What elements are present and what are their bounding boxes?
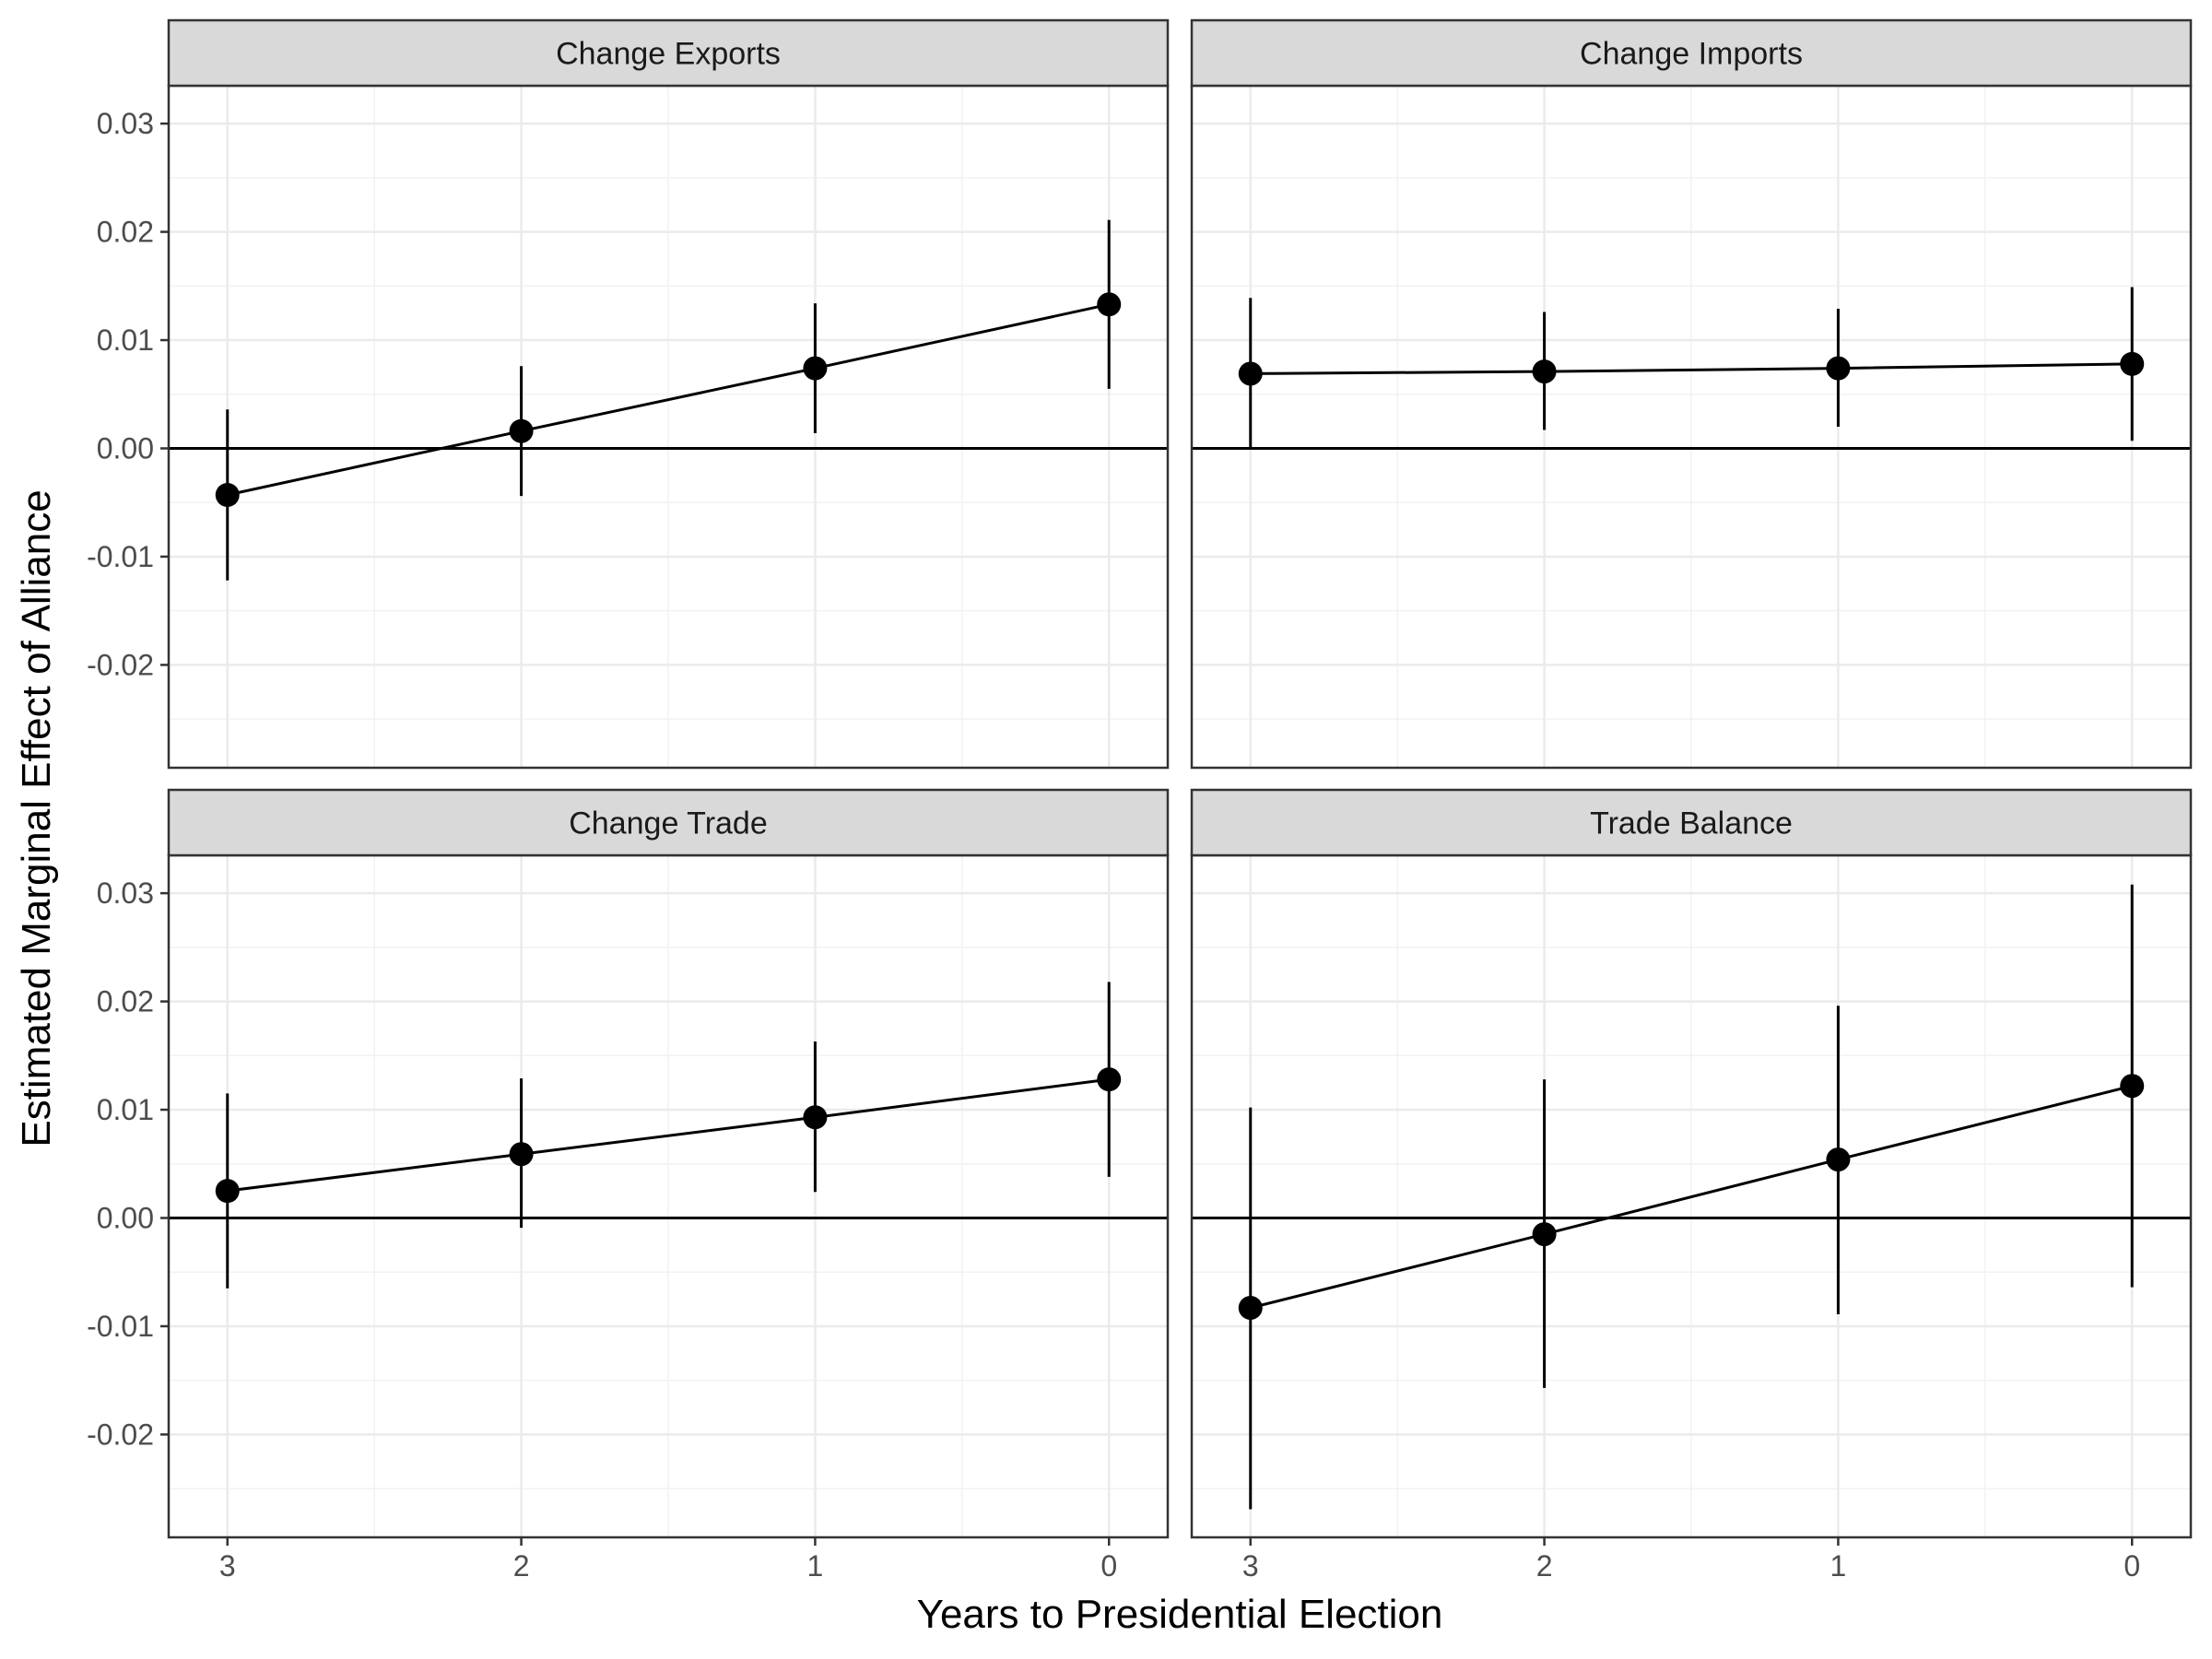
data-point xyxy=(1097,292,1122,317)
data-point xyxy=(1826,1147,1851,1172)
panel-3: Change Trade 0.03 0.02 0.01 0.00 -0.01 -0.02 3 2… xyxy=(87,788,1170,1583)
y-tick-label: 0.03 xyxy=(97,107,154,140)
facet-strip xyxy=(1190,788,2193,857)
data-point xyxy=(509,418,534,443)
y-tick-label: 0.03 xyxy=(97,877,154,910)
facet-strip-title: Trade Balance xyxy=(1590,806,1793,841)
y-tick-label: -0.02 xyxy=(87,1418,154,1451)
y-tick-label: -0.01 xyxy=(87,540,154,573)
facet-strip xyxy=(167,18,1170,88)
y-axis-title: Estimated Marginal Effect of Alliance xyxy=(14,489,59,1147)
x-tick-label: 2 xyxy=(1536,1549,1553,1583)
data-point xyxy=(1532,359,1557,384)
data-point xyxy=(803,1105,828,1130)
y-tick-label: 0.01 xyxy=(97,1093,154,1126)
series-line xyxy=(1250,362,2133,375)
data-point xyxy=(1238,361,1263,386)
series-line xyxy=(227,302,1110,497)
y-tick-label: -0.01 xyxy=(87,1310,154,1343)
y-tick-label: 0.02 xyxy=(97,985,154,1018)
data-point xyxy=(2120,351,2145,376)
facet-strip-title: Change Imports xyxy=(1580,37,1803,72)
y-tick-label: 0.00 xyxy=(97,1201,154,1234)
y-tick-label: 0.02 xyxy=(97,216,154,249)
panel-2: Change Imports xyxy=(1190,18,2193,770)
data-point xyxy=(1238,1295,1263,1320)
x-tick-label: 2 xyxy=(513,1549,530,1583)
facet-strip xyxy=(167,788,1170,857)
panel-1: Change Exports 0.03 0.02 0.01 0.00 -0.01 -0.02 xyxy=(87,18,1170,770)
data-point xyxy=(1097,1067,1122,1092)
data-point xyxy=(803,356,828,381)
data-point xyxy=(1826,356,1851,381)
series-line xyxy=(227,1077,1110,1193)
y-tick-label: 0.00 xyxy=(97,431,154,465)
x-tick-label: 3 xyxy=(219,1549,236,1583)
x-tick-label: 1 xyxy=(1830,1549,1847,1583)
data-point xyxy=(509,1142,534,1167)
data-point xyxy=(2120,1074,2145,1099)
facet-strip-title: Change Exports xyxy=(556,37,781,72)
data-point xyxy=(215,483,240,507)
data-point xyxy=(1532,1222,1557,1247)
x-tick-label: 3 xyxy=(1242,1549,1259,1583)
x-tick-label: 0 xyxy=(1100,1549,1117,1583)
x-tick-label: 1 xyxy=(807,1549,824,1583)
series-line xyxy=(1250,1084,2133,1310)
x-tick-label: 0 xyxy=(2124,1549,2140,1583)
data-point xyxy=(215,1179,240,1204)
y-tick-label: -0.02 xyxy=(87,648,154,681)
panel-4: Trade Balance 3 2 1 0 xyxy=(1190,788,2193,1583)
facet-strip xyxy=(1190,18,2193,88)
x-axis-title: Years to Presidential Election xyxy=(917,1592,1443,1637)
facet-strip-title: Change Trade xyxy=(569,806,768,841)
y-tick-label: 0.01 xyxy=(97,324,154,357)
